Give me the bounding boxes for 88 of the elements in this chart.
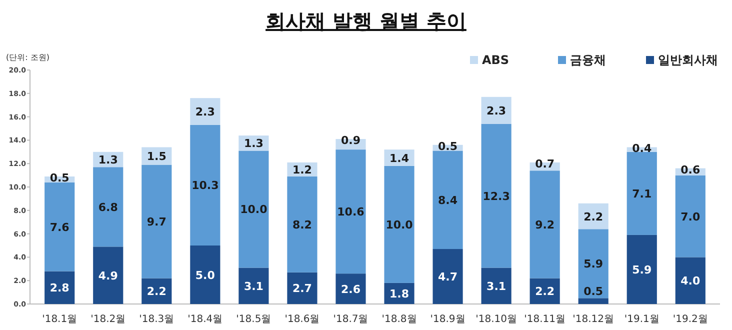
- chart-title: 회사채 발행 월별 추이: [266, 9, 466, 33]
- bar: [287, 176, 318, 272]
- data-label: 1.3: [98, 154, 118, 167]
- bar: [93, 167, 124, 247]
- bar: [626, 152, 657, 235]
- bar: [142, 164, 172, 278]
- bar: [578, 298, 608, 304]
- data-label: 6.8: [98, 200, 118, 214]
- bar: [190, 246, 220, 304]
- bar: [432, 150, 463, 250]
- x-tick-label: '18.7월: [333, 314, 368, 325]
- data-label: 12.3: [482, 190, 510, 203]
- data-label: 10.0: [386, 218, 414, 232]
- bar: [432, 249, 463, 304]
- bar: [626, 234, 657, 304]
- data-label: 5.0: [195, 268, 216, 282]
- data-label: 0.9: [340, 134, 360, 148]
- legend-label: 일반회사채: [658, 53, 718, 67]
- bar: [481, 96, 512, 124]
- data-label: 7.0: [680, 210, 700, 224]
- data-label: 4.0: [680, 274, 700, 288]
- x-tick-label: '19.2월: [672, 314, 708, 325]
- data-label: 8.4: [438, 194, 458, 207]
- data-label: 3.1: [244, 280, 264, 293]
- data-label: 1.5: [146, 150, 166, 163]
- bar: [336, 274, 366, 304]
- x-tick-label: '18.4월: [188, 314, 223, 325]
- bar: [93, 246, 124, 304]
- x-tick-label: '18.12월: [572, 314, 614, 325]
- data-label: 1.4: [390, 152, 410, 165]
- data-label: 0.6: [680, 163, 700, 176]
- bar: [238, 150, 269, 268]
- data-label: 2.8: [50, 282, 70, 295]
- data-label: 2.6: [340, 282, 361, 296]
- bar: [578, 229, 608, 298]
- legend-label: 금융채: [570, 53, 606, 67]
- x-tick-label: '19.1월: [624, 314, 660, 325]
- data-label: 2.3: [486, 104, 506, 118]
- data-label: 2.7: [292, 282, 312, 296]
- data-label: 0.5: [584, 285, 604, 298]
- data-label: 0.5: [438, 140, 458, 153]
- bar: [44, 271, 75, 304]
- data-label: 10.6: [337, 206, 365, 219]
- bar: [238, 268, 269, 304]
- x-tick-label: '18.5월: [236, 314, 272, 325]
- data-label: 7.6: [50, 220, 70, 234]
- bar: [44, 182, 75, 272]
- data-label: 5.9: [584, 258, 604, 271]
- bar: [384, 166, 414, 283]
- data-label: 1.3: [244, 137, 264, 150]
- data-label: 1.2: [292, 163, 312, 176]
- data-label: 0.4: [632, 142, 652, 156]
- x-tick-label: '18.6월: [284, 314, 320, 325]
- data-label: 0.5: [50, 171, 70, 184]
- bar: [675, 175, 706, 258]
- text: (단위: 조원): [6, 53, 50, 62]
- data-label: 4.7: [438, 270, 458, 284]
- x-tick-label: '18.2월: [90, 314, 126, 325]
- x-tick-label: '18.1월: [42, 314, 78, 325]
- x-tick-label: '18.11월: [524, 314, 566, 325]
- data-label: 0.7: [535, 157, 555, 170]
- x-tick-label: '18.9월: [430, 314, 466, 325]
- data-label: 10.3: [192, 179, 219, 192]
- bar: [675, 257, 706, 304]
- data-label: 8.2: [292, 218, 312, 232]
- data-label: 2.2: [535, 285, 555, 298]
- data-label: 4.9: [98, 269, 118, 282]
- x-tick-label: '18.10월: [476, 314, 518, 325]
- legend-label: ABS: [482, 53, 510, 67]
- data-label: 3.1: [486, 280, 506, 293]
- data-label: 2.3: [195, 106, 215, 119]
- data-label: 1.8: [390, 287, 410, 300]
- data-label: 2.2: [584, 210, 604, 224]
- bar: [336, 150, 366, 274]
- x-tick-label: '18.3월: [139, 314, 174, 325]
- bar: [287, 272, 318, 304]
- x-tick-label: '18.8월: [382, 314, 417, 325]
- data-label: 5.9: [632, 263, 652, 276]
- bar: [530, 170, 560, 278]
- bar: [190, 98, 220, 125]
- data-label: 9.7: [146, 216, 166, 229]
- bar: [481, 268, 512, 304]
- data-label: 9.2: [535, 218, 555, 232]
- bar: [481, 124, 512, 268]
- bar: [190, 124, 220, 246]
- data-label: 2.2: [146, 285, 166, 298]
- data-label: 10.0: [240, 203, 268, 216]
- data-label: 7.1: [632, 187, 652, 200]
